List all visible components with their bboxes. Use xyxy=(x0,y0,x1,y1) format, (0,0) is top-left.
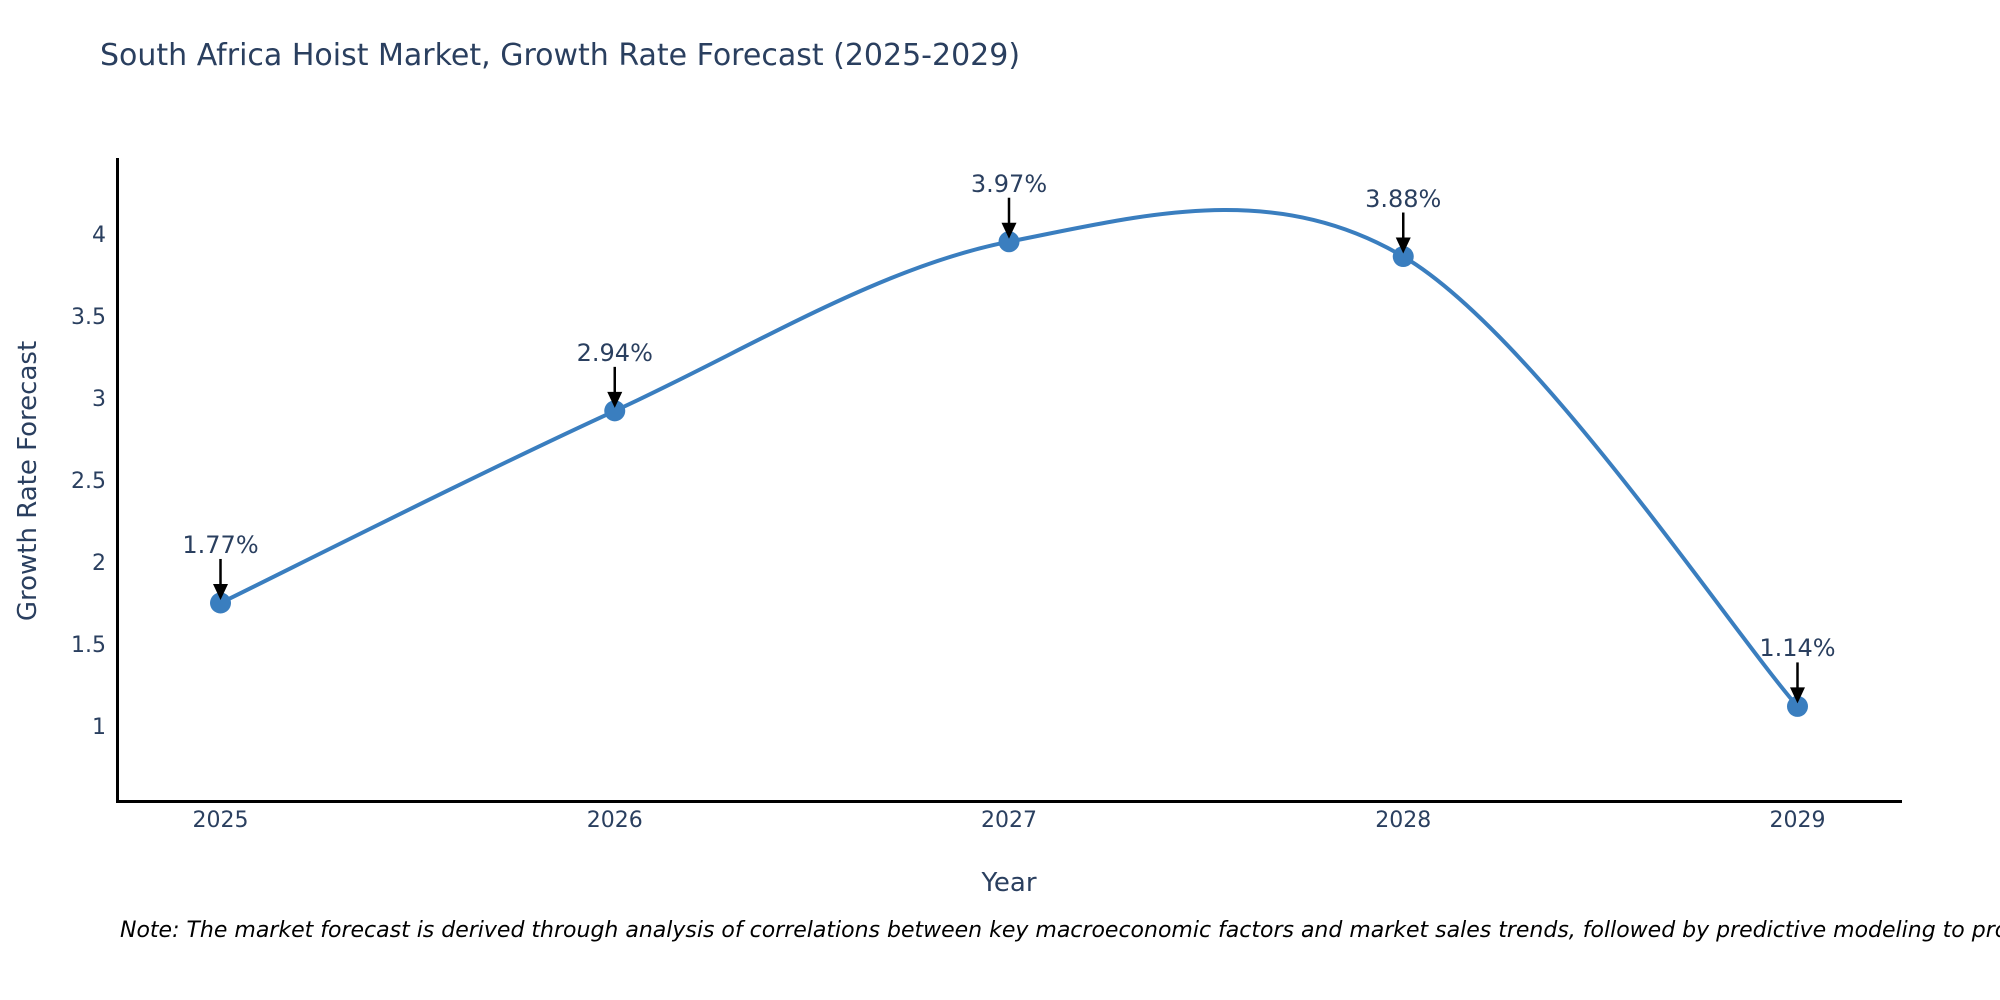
point-value-label-2028: 3.88% xyxy=(1365,184,1442,213)
y-tick-label-2: 2 xyxy=(92,551,106,577)
forecast-spline-line xyxy=(219,208,1800,708)
x-tick-label-2026: 2026 xyxy=(586,808,643,833)
x-axis-title: Year xyxy=(981,868,1037,898)
chart-title: South Africa Hoist Market, Growth Rate F… xyxy=(100,38,1021,73)
annotation-arrowhead-icon xyxy=(1001,222,1017,239)
data-point-2029[interactable] xyxy=(1786,695,1808,717)
point-value-label-2027: 3.97% xyxy=(970,169,1048,198)
y-tick-label-3.5: 3.5 xyxy=(71,304,106,330)
x-tick-label-2029: 2029 xyxy=(1769,808,1826,833)
data-point-2026[interactable] xyxy=(604,400,626,422)
y-tick-label-4: 4 xyxy=(92,222,106,248)
point-value-label-2029: 1.14% xyxy=(1759,634,1836,663)
y-tick-label-3: 3 xyxy=(92,387,106,412)
annotation-arrowhead-icon xyxy=(1395,237,1411,254)
y-tick-label-1.5: 1.5 xyxy=(71,633,106,659)
data-point-2028[interactable] xyxy=(1392,246,1414,268)
x-tick-label-2027: 2027 xyxy=(981,808,1037,833)
y-tick-label-1: 1 xyxy=(92,715,106,741)
y-axis-line xyxy=(116,158,119,803)
annotation-arrowhead-icon xyxy=(1789,687,1805,704)
x-tick-label-2025: 2025 xyxy=(192,808,249,833)
footnote: Note: The market forecast is derived thr… xyxy=(120,918,2000,943)
x-tick-label-2028: 2028 xyxy=(1375,808,1432,833)
data-point-2025[interactable] xyxy=(210,592,232,614)
data-point-2027[interactable] xyxy=(998,231,1020,253)
point-value-label-2025: 1.77% xyxy=(182,530,259,559)
x-axis-line xyxy=(116,800,1902,803)
annotation-arrowhead-icon xyxy=(607,391,623,408)
point-value-label-2026: 2.94% xyxy=(576,338,653,367)
y-tick-label-2.5: 2.5 xyxy=(71,469,106,495)
annotation-arrowhead-icon xyxy=(213,583,229,600)
